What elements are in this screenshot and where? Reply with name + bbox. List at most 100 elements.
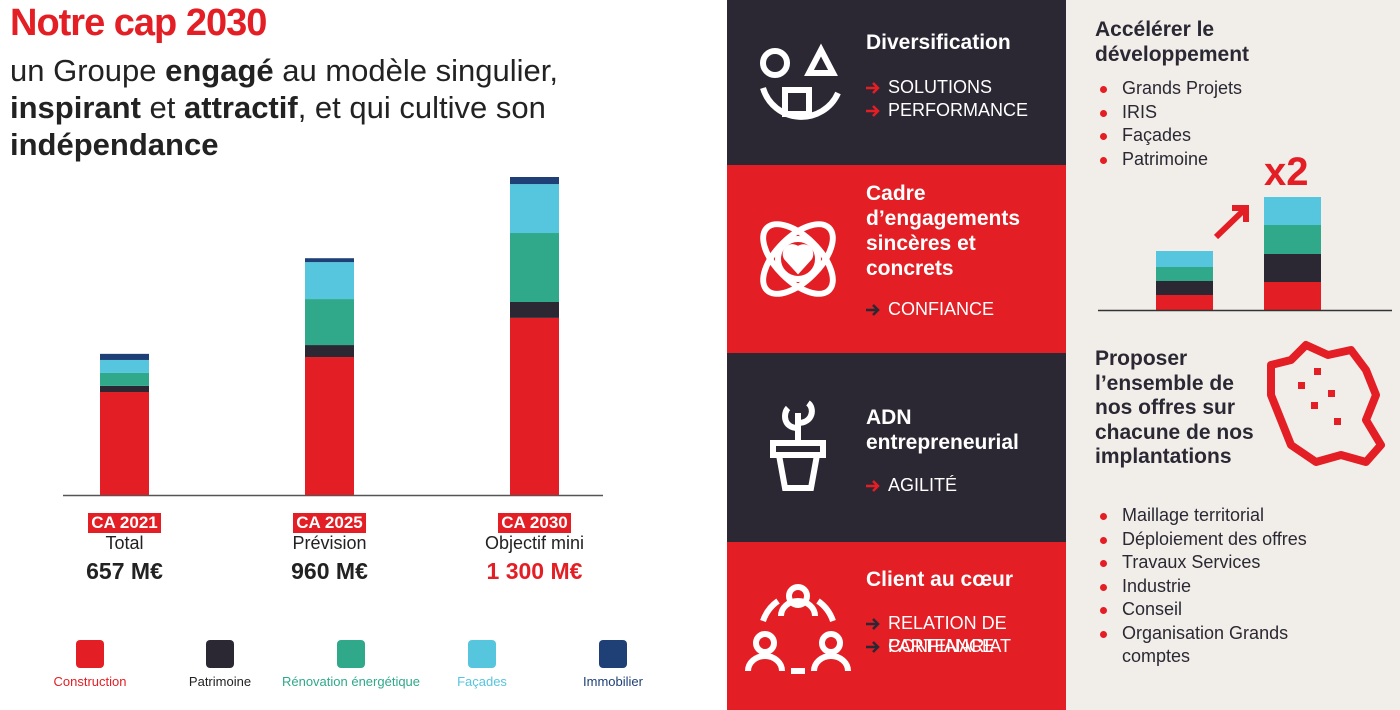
legend-label: Patrimoine: [188, 674, 252, 689]
mini-chart: [1098, 197, 1392, 312]
panel: Client au cœur RELATION DE CONFIANCE PARTE…: [727, 542, 1066, 710]
panel: Cadre d’engagements sincères et concrets…: [727, 165, 1066, 353]
bar-segment: [305, 262, 354, 300]
bar-segment: [510, 301, 559, 318]
bar-segment: [100, 372, 149, 386]
bullet: [1100, 86, 1107, 93]
bullet: [1100, 133, 1107, 140]
bullet: [1100, 156, 1107, 164]
panel-icon: [745, 584, 851, 674]
icon-part: [804, 43, 838, 76]
subtitle-part: au modèle singulier,: [273, 53, 558, 88]
legend-icon: [337, 640, 365, 668]
category-note: Prévision: [292, 533, 367, 553]
total-label: 1 300 M€: [486, 558, 583, 584]
panel-title: Cadre d’engagements sincères et concrets: [866, 182, 1021, 280]
category-label: CA 2021: [88, 513, 161, 533]
arrow: [866, 105, 880, 117]
bullet-item: Déploiement des offres: [1100, 528, 1382, 552]
panel-item: AGILITÉ: [866, 474, 1068, 497]
icon: [745, 584, 851, 674]
legend-entry: Construction: [20, 640, 160, 689]
icon-part: [745, 598, 851, 674]
subtitle-part: un Groupe: [10, 53, 166, 88]
icon-part: [782, 244, 814, 275]
icon-part: [760, 47, 790, 78]
icon-part: [775, 236, 821, 282]
legend-label: Immobilier: [583, 674, 643, 689]
panel: ADN entrepreneurial AGILITÉ: [727, 353, 1066, 542]
bar-segment: [305, 357, 354, 495]
arrow-shape: [866, 641, 880, 653]
bullet: [1100, 630, 1107, 638]
subtitle-part: attractif: [184, 90, 298, 125]
bullet-text: Maillage territorial: [1122, 505, 1265, 525]
bullet-text: Grands Projets: [1122, 78, 1243, 98]
bullet: [1100, 607, 1107, 614]
arrow-shape: [866, 304, 880, 316]
legend-icon: [206, 640, 234, 668]
bullet-text: Patrimoine: [1122, 148, 1209, 169]
legend-label: Façades: [457, 674, 507, 689]
category-label: CA 2030: [498, 513, 571, 533]
map-icon: [1267, 341, 1385, 466]
bar-segment: [510, 317, 559, 495]
total-label: 657 M€: [86, 558, 163, 584]
panel-icon: [760, 43, 841, 120]
bar-segment: [510, 184, 559, 234]
panel-icon: [770, 400, 826, 491]
bar-segment: [100, 392, 149, 495]
category-note: Objectif mini: [484, 533, 585, 553]
icon: [760, 43, 841, 120]
panel-icon: [760, 221, 836, 297]
title: Notre cap 2030: [10, 2, 267, 44]
panel-item: SOLUTIONS: [866, 76, 1068, 99]
subtitle: un Groupe engagé au modèle singulier, in…: [10, 52, 690, 163]
legend-icon: [76, 640, 104, 668]
panel: Diversification SOLUTIONS PERFORMANCE: [727, 0, 1066, 165]
legend-label: Construction: [53, 674, 127, 689]
arrow: [866, 304, 880, 316]
bullet: [1100, 109, 1107, 117]
arrow-shape: [866, 105, 880, 117]
bullet: [1100, 583, 1107, 591]
legend-entry: Immobilier: [543, 640, 683, 689]
arrow: [866, 480, 880, 492]
legend-icon: [468, 640, 496, 668]
bullet-item: Industrie: [1100, 575, 1382, 599]
arrow-shape: [866, 82, 880, 94]
bullet-text: Travaux Services: [1122, 552, 1261, 572]
bar-segment: [100, 353, 149, 360]
bullet-text: Façades: [1122, 125, 1192, 145]
arrow-shape: [866, 618, 880, 630]
bullet-item: Grands Projets: [1100, 77, 1382, 101]
category: CA 2021 Total 657 M€: [25, 512, 225, 585]
bar-segment: [305, 258, 354, 263]
icon-part: [782, 400, 815, 443]
icon: [770, 400, 826, 491]
category-label: CA 2025: [293, 513, 366, 533]
bar-segment: [100, 385, 149, 393]
arrow: [866, 641, 880, 653]
bullet-text: Industrie: [1122, 575, 1192, 596]
category: CA 2025 Prévision 960 M€: [230, 512, 430, 585]
panel-item: PERFORMANCE: [866, 99, 1068, 122]
bullet-item: Patrimoine: [1100, 148, 1382, 172]
arrow: [866, 82, 880, 94]
icon-part: [786, 584, 810, 608]
bullet: [1100, 536, 1107, 544]
subtitle-part: engagé: [165, 53, 274, 88]
right-column: Accélérer le développement Grands Projets…: [1066, 0, 1400, 710]
section-title: Proposer l’ensemble de nos offres sur ch…: [1095, 347, 1254, 468]
bullet-text: IRIS: [1122, 101, 1158, 122]
panel-title: Diversification: [866, 31, 1011, 54]
legend-entry: Façades: [412, 640, 552, 689]
section-title: Accélérer le développement: [1095, 18, 1250, 66]
subtitle-part: indépendance: [10, 127, 219, 162]
icon-part: [753, 631, 777, 655]
icon-part: [770, 439, 826, 491]
bar-segment: [510, 233, 559, 302]
subtitle-part: , et qui cultive son: [297, 90, 546, 125]
bullet-item: Travaux Services: [1100, 551, 1382, 575]
